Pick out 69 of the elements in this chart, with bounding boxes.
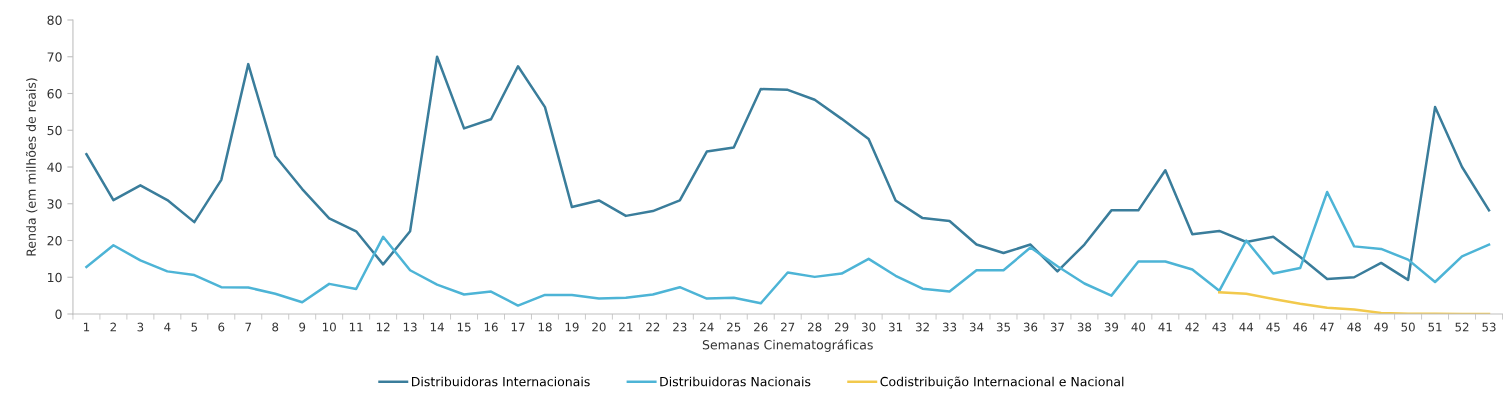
x-tick-label: 31 [889, 322, 903, 332]
x-tick-label: 34 [969, 322, 984, 332]
x-tick-label: 38 [1077, 322, 1092, 332]
legend-label: Codistribuição Internacional e Nacional [880, 376, 1124, 389]
x-tick-label: 28 [808, 322, 822, 332]
x-tick-label: 35 [996, 322, 1010, 332]
y-tick-label: 30 [47, 199, 62, 209]
x-tick-label: 36 [1023, 322, 1038, 332]
x-tick-label: 51 [1428, 322, 1442, 332]
x-tick-label: 30 [862, 322, 876, 332]
x-tick-label: 19 [565, 322, 579, 332]
x-tick-label: 47 [1320, 322, 1334, 332]
x-tick-label: 39 [1104, 322, 1119, 332]
y-tick-label: 20 [47, 235, 62, 246]
x-tick-label: 2 [110, 322, 116, 332]
x-tick-label: 49 [1374, 322, 1388, 332]
y-tick-label: 70 [47, 52, 62, 62]
x-tick-label: 41 [1158, 322, 1172, 332]
legend-label: Distribuidoras Internacionais [411, 376, 590, 387]
x-tick-label: 4 [164, 322, 171, 332]
x-tick-label: 53 [1482, 322, 1496, 332]
x-tick-label: 40 [1131, 322, 1146, 332]
line-series [85, 55, 1491, 282]
x-tick-label: 9 [299, 322, 306, 332]
x-tick-label: 13 [403, 322, 417, 332]
x-axis-title: Semanas Cinematográficas [702, 339, 873, 352]
x-tick-label: 14 [430, 322, 444, 332]
y-tick-label: 10 [47, 272, 62, 283]
x-tick-label: 27 [781, 322, 795, 332]
x-tick-label: 45 [1266, 322, 1280, 332]
x-tick-label: 20 [592, 322, 606, 332]
line-series [85, 190, 1491, 307]
y-tick-label: 0 [55, 309, 62, 319]
x-tick-label: 48 [1347, 322, 1361, 332]
x-tick-label: 42 [1185, 322, 1199, 332]
y-tick-label: 80 [47, 15, 62, 25]
y-axis-title: Renda (em milhões de reais) [25, 78, 38, 256]
x-tick-label: 23 [673, 322, 687, 332]
x-tick-label: 17 [511, 322, 525, 332]
x-tick-label: 12 [376, 322, 390, 332]
x-tick-label: 5 [191, 322, 198, 332]
x-tick-label: 33 [942, 322, 957, 332]
x-tick-label: 50 [1401, 322, 1415, 332]
y-tick-label: 40 [47, 162, 62, 172]
x-tick-label: 32 [915, 322, 929, 332]
x-tick-label: 44 [1239, 322, 1254, 332]
x-tick-label: 43 [1212, 322, 1226, 332]
legend-label: Distribuidoras Nacionais [660, 376, 811, 387]
x-tick-label: 26 [754, 322, 768, 332]
y-tick-label: 60 [47, 88, 62, 99]
x-tick-label: 16 [484, 322, 498, 332]
x-tick-label: 46 [1293, 322, 1307, 332]
x-tick-label: 18 [538, 322, 552, 332]
x-tick-label: 7 [245, 322, 252, 332]
x-tick-label: 3 [137, 322, 144, 332]
x-tick-label: 52 [1455, 322, 1469, 332]
x-tick-label: 21 [619, 322, 633, 332]
x-tick-label: 15 [457, 322, 471, 332]
x-tick-label: 11 [349, 322, 363, 332]
x-tick-label: 6 [218, 322, 225, 332]
x-tick-label: 24 [700, 322, 714, 332]
y-tick-label: 50 [47, 125, 62, 136]
x-tick-label: 10 [322, 322, 336, 332]
x-tick-label: 1 [83, 322, 90, 332]
x-tick-label: 29 [835, 322, 849, 332]
x-tick-label: 25 [727, 322, 741, 332]
x-tick-label: 22 [646, 322, 660, 332]
x-tick-label: 8 [272, 322, 279, 332]
x-tick-label: 37 [1050, 322, 1064, 332]
